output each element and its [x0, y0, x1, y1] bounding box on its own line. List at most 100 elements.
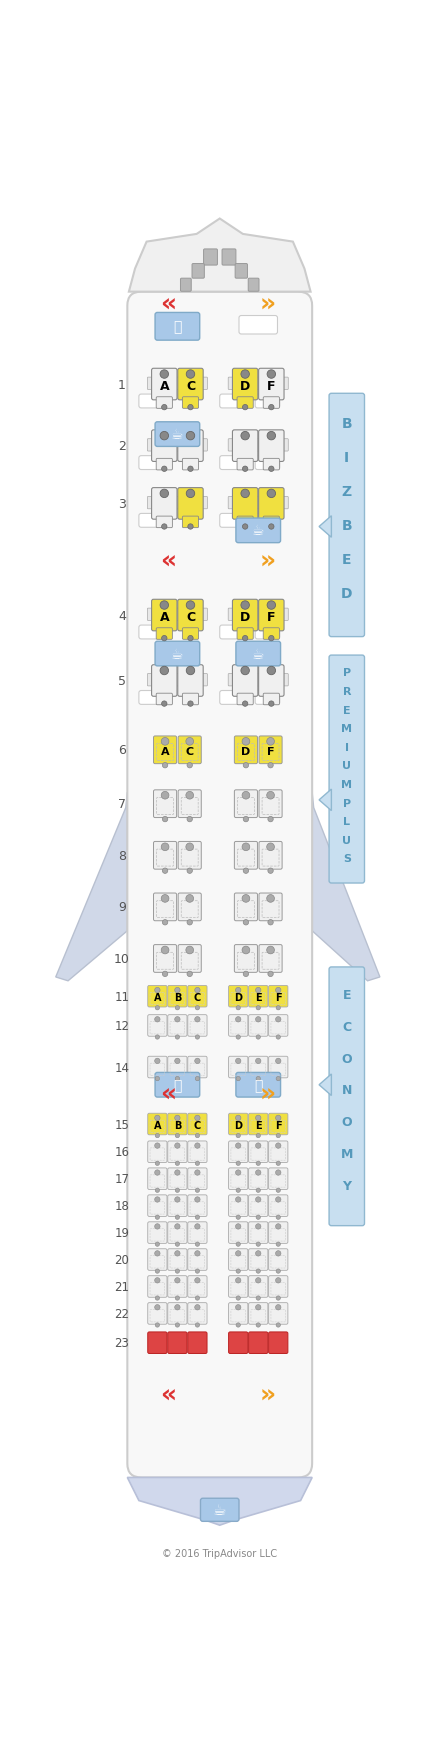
- Circle shape: [267, 370, 275, 379]
- FancyBboxPatch shape: [269, 1222, 288, 1244]
- FancyBboxPatch shape: [259, 665, 284, 697]
- Text: 12: 12: [114, 1020, 130, 1032]
- Circle shape: [256, 1035, 261, 1039]
- Circle shape: [236, 1005, 241, 1011]
- FancyBboxPatch shape: [259, 369, 284, 400]
- Circle shape: [242, 947, 250, 954]
- FancyBboxPatch shape: [222, 250, 236, 266]
- Circle shape: [255, 1143, 261, 1148]
- Text: F: F: [275, 993, 282, 1002]
- Text: F: F: [267, 379, 275, 393]
- FancyBboxPatch shape: [239, 316, 278, 335]
- FancyBboxPatch shape: [234, 737, 258, 764]
- FancyBboxPatch shape: [201, 1498, 239, 1522]
- FancyBboxPatch shape: [182, 628, 198, 640]
- Polygon shape: [128, 1478, 312, 1526]
- Circle shape: [267, 667, 275, 676]
- Polygon shape: [319, 1074, 332, 1095]
- Text: C: C: [186, 379, 195, 393]
- Circle shape: [155, 1170, 160, 1175]
- Circle shape: [242, 467, 248, 473]
- Circle shape: [243, 817, 249, 822]
- FancyBboxPatch shape: [220, 513, 244, 527]
- FancyBboxPatch shape: [255, 439, 261, 452]
- FancyBboxPatch shape: [232, 489, 258, 520]
- FancyBboxPatch shape: [259, 894, 282, 921]
- FancyBboxPatch shape: [178, 430, 203, 462]
- FancyBboxPatch shape: [281, 439, 288, 452]
- Text: F: F: [275, 1120, 282, 1131]
- Circle shape: [236, 1161, 241, 1166]
- Circle shape: [267, 947, 275, 954]
- FancyBboxPatch shape: [156, 693, 173, 706]
- Circle shape: [195, 1076, 200, 1081]
- Circle shape: [155, 1297, 159, 1300]
- FancyBboxPatch shape: [269, 1168, 288, 1189]
- Circle shape: [195, 1215, 200, 1219]
- Text: 5: 5: [118, 674, 126, 688]
- Circle shape: [155, 1134, 159, 1138]
- FancyBboxPatch shape: [220, 626, 244, 640]
- Polygon shape: [319, 517, 332, 538]
- FancyBboxPatch shape: [155, 642, 200, 667]
- Text: 11: 11: [114, 990, 130, 1004]
- Circle shape: [160, 667, 169, 676]
- FancyBboxPatch shape: [249, 1168, 268, 1189]
- Circle shape: [155, 1161, 159, 1166]
- Circle shape: [255, 1198, 261, 1203]
- Text: 18: 18: [114, 1200, 129, 1212]
- Circle shape: [188, 524, 193, 529]
- FancyBboxPatch shape: [259, 489, 284, 520]
- Circle shape: [269, 524, 274, 529]
- Circle shape: [235, 1018, 241, 1023]
- Circle shape: [268, 817, 273, 822]
- Polygon shape: [319, 790, 332, 811]
- Circle shape: [276, 1076, 280, 1081]
- FancyBboxPatch shape: [229, 1249, 248, 1270]
- Text: 4: 4: [118, 609, 126, 623]
- Circle shape: [195, 1058, 200, 1064]
- Circle shape: [243, 972, 249, 977]
- Circle shape: [175, 1198, 180, 1203]
- FancyBboxPatch shape: [255, 626, 280, 640]
- Circle shape: [186, 667, 195, 676]
- FancyBboxPatch shape: [249, 1014, 268, 1037]
- Circle shape: [188, 406, 193, 411]
- FancyBboxPatch shape: [204, 250, 218, 266]
- FancyBboxPatch shape: [139, 626, 164, 640]
- Circle shape: [275, 1305, 281, 1311]
- FancyBboxPatch shape: [168, 1057, 187, 1078]
- FancyBboxPatch shape: [234, 841, 258, 870]
- FancyBboxPatch shape: [148, 1141, 167, 1162]
- Circle shape: [236, 1035, 241, 1039]
- Circle shape: [275, 1198, 281, 1203]
- Text: »: »: [259, 1083, 275, 1106]
- FancyBboxPatch shape: [168, 1141, 187, 1162]
- Circle shape: [242, 737, 250, 746]
- Circle shape: [175, 1170, 180, 1175]
- Circle shape: [236, 1076, 241, 1081]
- Circle shape: [162, 637, 167, 642]
- Text: A: A: [159, 610, 169, 624]
- Circle shape: [269, 702, 274, 707]
- Circle shape: [155, 1005, 159, 1011]
- Circle shape: [195, 1018, 200, 1023]
- FancyBboxPatch shape: [178, 841, 201, 870]
- Circle shape: [162, 817, 168, 822]
- Text: 3: 3: [118, 497, 126, 510]
- FancyBboxPatch shape: [228, 609, 235, 621]
- FancyBboxPatch shape: [139, 395, 164, 409]
- FancyBboxPatch shape: [156, 459, 173, 471]
- FancyBboxPatch shape: [201, 377, 207, 390]
- Circle shape: [175, 1161, 179, 1166]
- Circle shape: [186, 370, 195, 379]
- Text: B: B: [174, 1120, 181, 1131]
- Circle shape: [195, 1143, 200, 1148]
- Text: »: »: [259, 293, 275, 316]
- Circle shape: [275, 988, 281, 993]
- Text: L: L: [343, 817, 350, 827]
- FancyBboxPatch shape: [237, 397, 253, 409]
- FancyBboxPatch shape: [229, 1196, 248, 1217]
- Circle shape: [187, 764, 193, 769]
- Circle shape: [162, 764, 168, 769]
